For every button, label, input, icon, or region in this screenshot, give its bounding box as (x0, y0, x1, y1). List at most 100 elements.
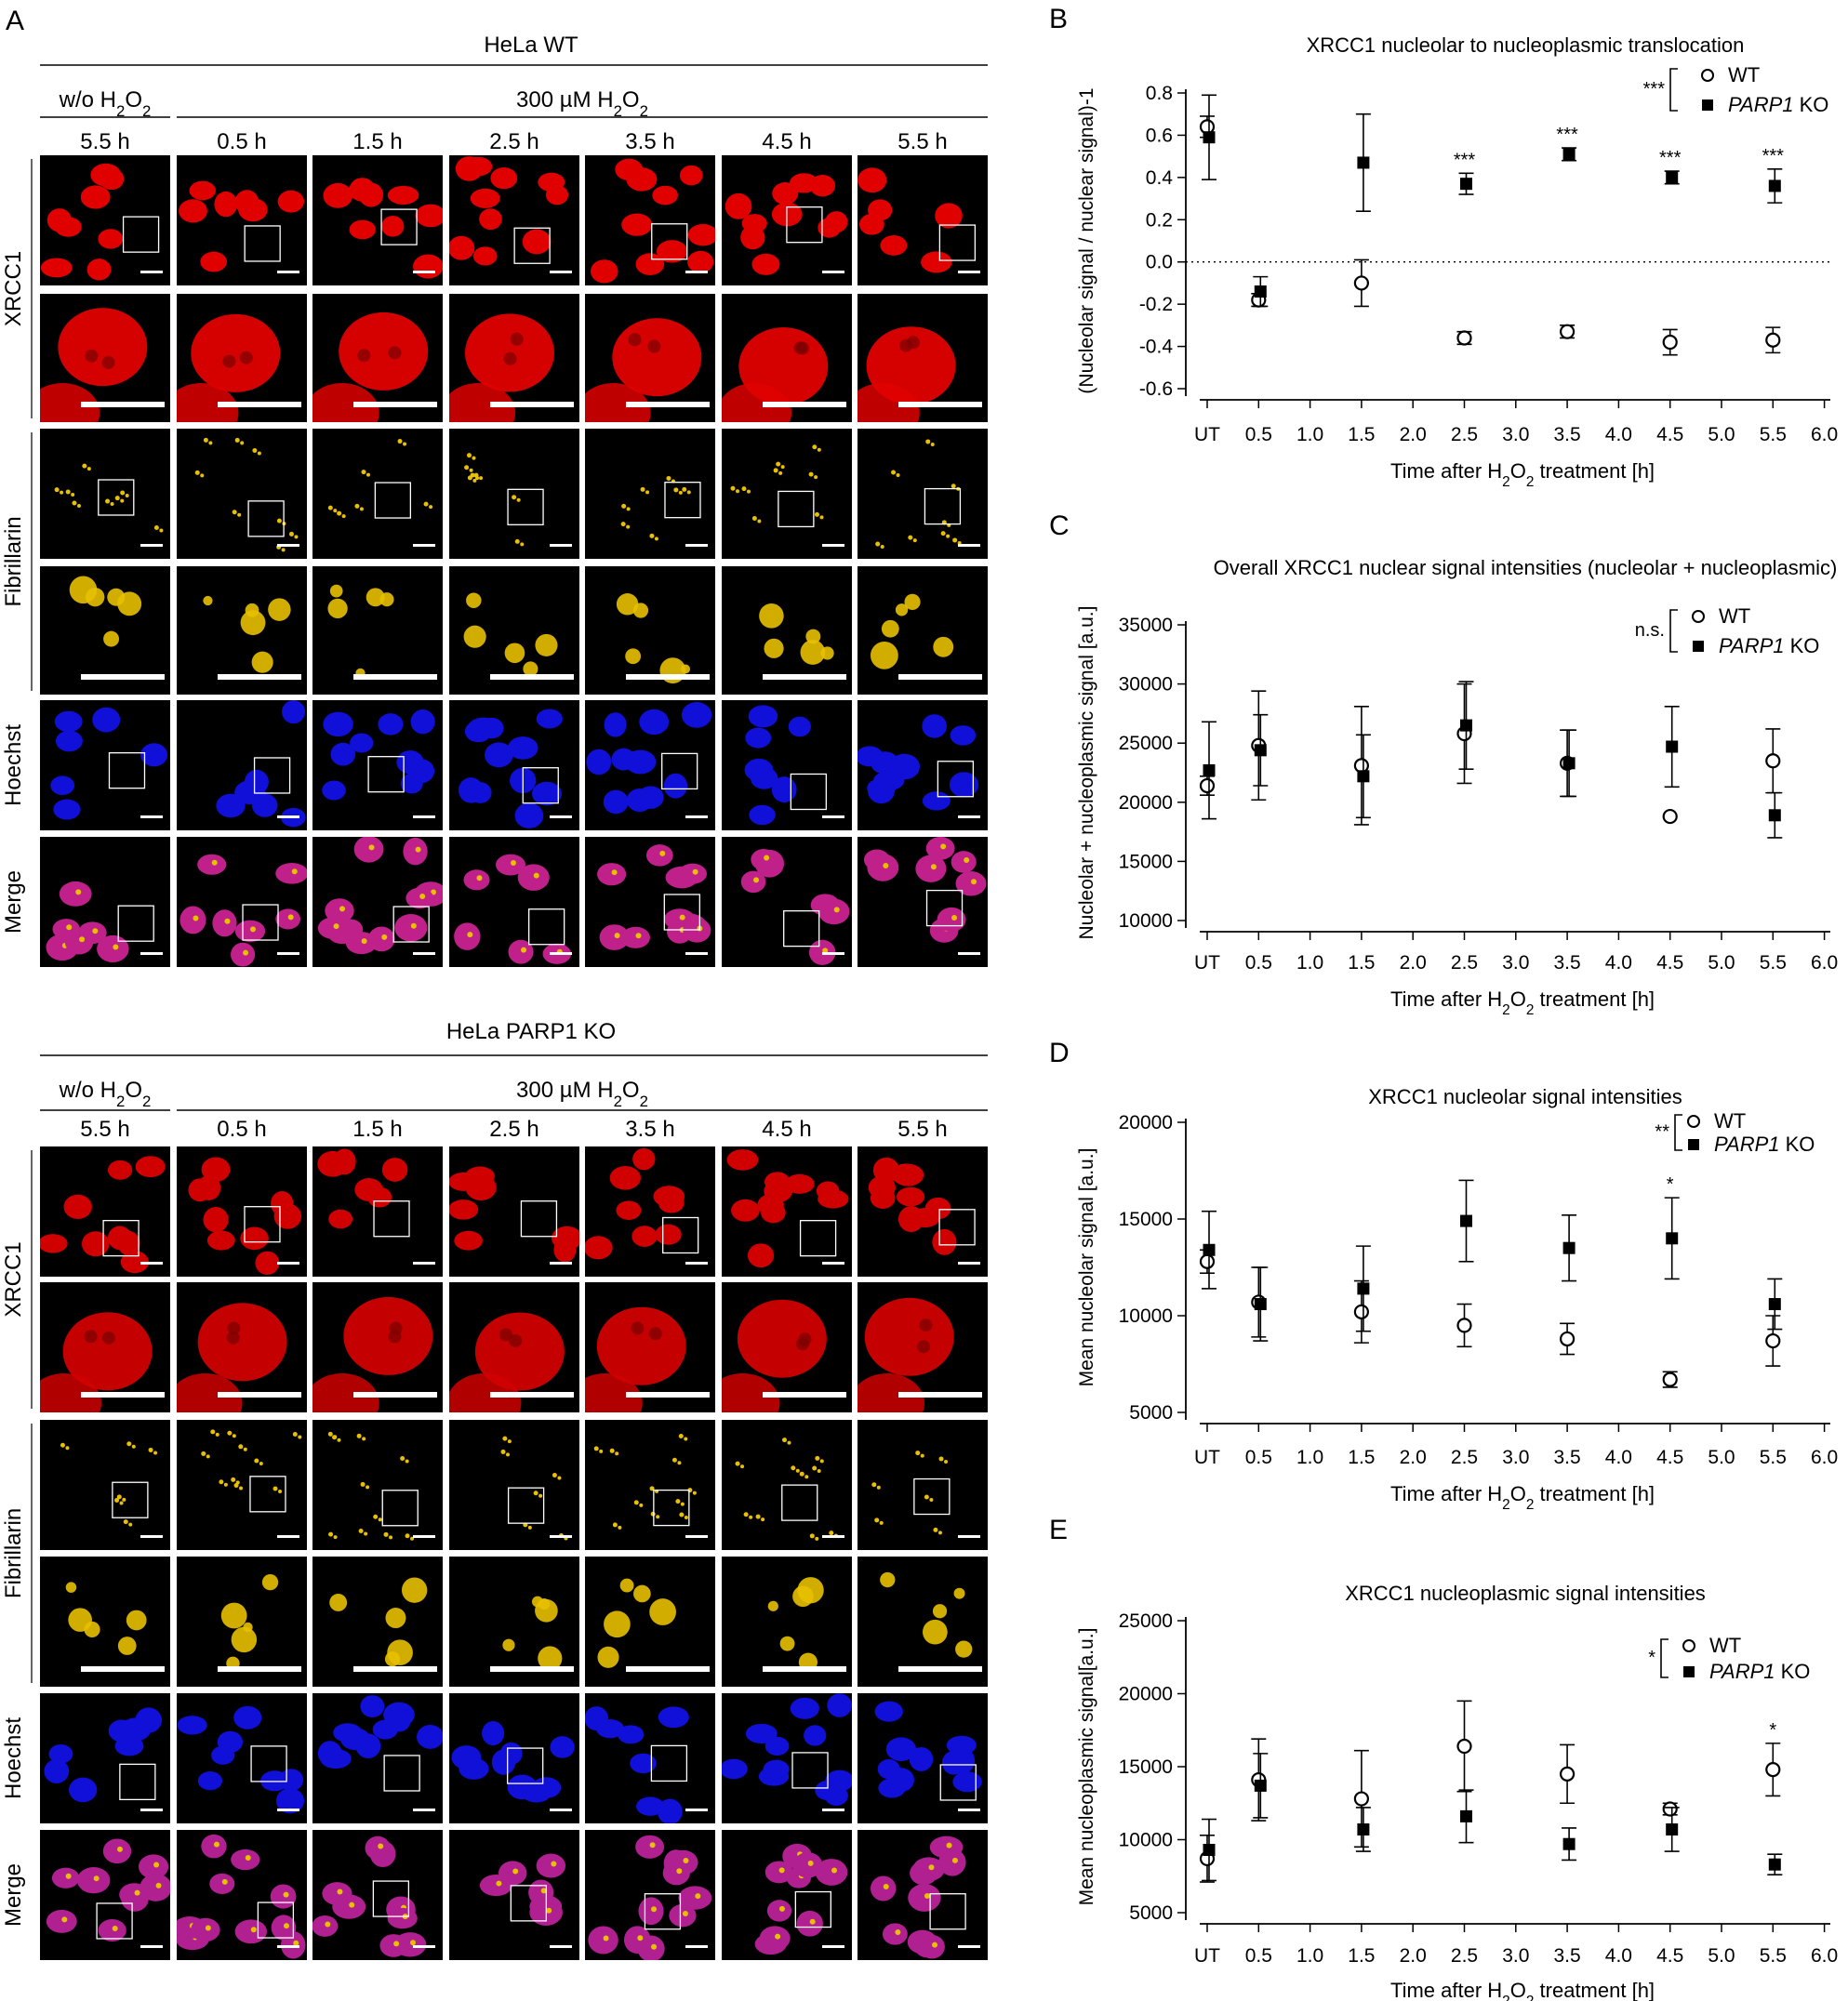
micrograph-tile (40, 700, 170, 830)
nucleolus-spot (635, 933, 642, 939)
nucleolus-spot (659, 850, 666, 856)
legend-marker-wt (1692, 610, 1705, 623)
nucleolus-spot (60, 490, 64, 495)
x-tick-label: 1.0 (1296, 952, 1323, 974)
x-axis-label: Time after H2O2 treatment [h] (1390, 1482, 1655, 1513)
micrograph-background (722, 429, 852, 559)
data-point-wt (1199, 777, 1216, 794)
micrograph-tile (722, 837, 852, 967)
nucleolus-spot (337, 1888, 343, 1895)
zoom-inset-box (380, 208, 418, 245)
nucleolus-spot (116, 1494, 122, 1500)
nucleus (764, 1861, 793, 1884)
nucleus (908, 1884, 941, 1912)
tile-content (40, 1312, 165, 1412)
nucleolus-spot (368, 844, 375, 851)
data-point-parp1-ko (1203, 131, 1216, 144)
nucleolus-hole (357, 349, 371, 363)
scale-bar (763, 1666, 846, 1672)
cell-line-title: HeLa WT (484, 33, 578, 58)
scale-bar (822, 1809, 844, 1811)
tile-content (730, 444, 844, 547)
micrograph-tile (585, 1830, 715, 1960)
nucleus (277, 190, 304, 213)
scale-bar (353, 1666, 437, 1672)
nucleolus-spot (231, 1626, 258, 1653)
scale-bar (218, 1666, 301, 1672)
scale-bar (140, 1262, 163, 1265)
nucleolus-spot (287, 914, 294, 921)
x-tick-label: 6.0 (1811, 1945, 1838, 1967)
scale-bar (626, 402, 710, 407)
micrograph-tile (40, 1557, 170, 1687)
tile-content (327, 439, 435, 547)
nucleus (886, 1768, 914, 1793)
scale-bar (685, 815, 708, 818)
time-label: 1.5 h (352, 1117, 402, 1142)
zoom-inset-box (663, 894, 700, 931)
nucleolus-spot (512, 495, 517, 500)
nucleus (517, 864, 550, 891)
nucleus (98, 1919, 126, 1941)
nucleolus-spot (812, 1465, 818, 1471)
neighbor-nucleus (449, 383, 516, 422)
micrograph-tile (449, 837, 579, 967)
time-label: 5.5 h (897, 129, 947, 154)
nucleolus-hole (631, 1321, 645, 1335)
nucleolus-spot (243, 1622, 253, 1633)
nucleus (463, 869, 490, 891)
nucleus (870, 1187, 896, 1209)
neighbor-nucleus (585, 383, 651, 422)
scale-bar (81, 1392, 165, 1398)
nucleolus-hole (647, 339, 661, 353)
neighbor-nucleus (858, 1373, 925, 1412)
nucleolus-spot (239, 1486, 244, 1491)
data-point-parp1-ko (1460, 719, 1472, 732)
nucleus (771, 776, 797, 803)
nucleus (626, 167, 658, 192)
nucleus (621, 213, 653, 236)
nucleus (470, 188, 500, 208)
nucleus (64, 927, 94, 955)
nucleolus-spot (122, 1497, 126, 1502)
nucleolus-spot (686, 490, 691, 495)
nucleus (757, 1194, 784, 1216)
nucleolus-spot (378, 1517, 382, 1522)
nucleolus-spot (504, 643, 525, 664)
nucleus-zoom (58, 308, 148, 387)
nucleolus-spot (237, 512, 242, 517)
micrograph-tile (312, 700, 443, 830)
x-tick-label: 1.0 (1296, 1447, 1323, 1468)
scale-bar (413, 544, 435, 547)
nucleolus-spot (339, 906, 346, 912)
micrograph-tile (177, 429, 307, 559)
x-tick-label: 2.5 (1451, 952, 1478, 974)
data-point-wt (1662, 1372, 1678, 1387)
nucleolus-spot (681, 664, 691, 674)
nucleus (387, 185, 419, 205)
chart-c: Overall XRCC1 nuclear signal intensities… (1076, 556, 1838, 1018)
zoom-inset-box (372, 1880, 410, 1917)
nucleolus-spot (676, 1868, 683, 1875)
tile-content (597, 844, 711, 955)
panel-letter-d: D (1049, 1038, 1070, 1068)
nucleolus-spot (683, 1858, 689, 1864)
nucleolus-spot (895, 1929, 901, 1936)
nucleolus-spot (736, 489, 740, 494)
scale-bar (958, 544, 980, 547)
nucleolus-spot (333, 509, 338, 513)
tile-content (40, 308, 165, 422)
significance-marker: *** (1762, 146, 1785, 166)
scale-bar (958, 1809, 980, 1811)
nucleus (413, 254, 443, 279)
nucleolus-spot (105, 498, 111, 504)
legend-label-wt: WT (1719, 604, 1750, 628)
nucleus (330, 742, 356, 766)
data-point-parp1-ko (1768, 1858, 1781, 1871)
nucleolus-spot (639, 1503, 644, 1507)
nucleolus-spot (257, 451, 261, 456)
micrograph-tile (722, 1420, 852, 1550)
nucleus (522, 1783, 552, 1803)
nucleus (772, 182, 799, 205)
y-tick-label: -0.4 (1139, 337, 1174, 358)
